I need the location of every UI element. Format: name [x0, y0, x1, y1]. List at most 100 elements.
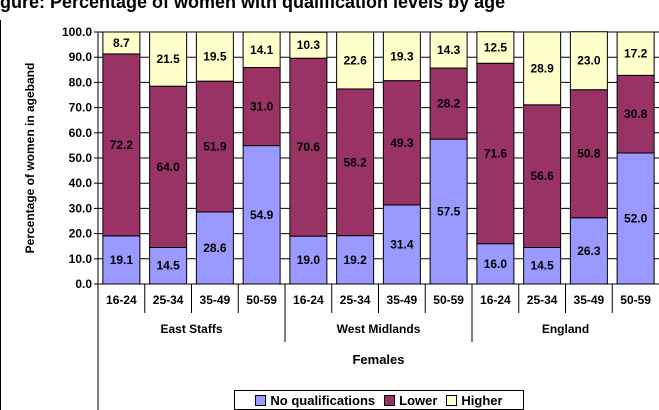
data-label-lower: 58.2: [343, 155, 367, 169]
y-tick-label: 40.0: [69, 176, 93, 190]
data-label-higher: 10.3: [297, 38, 321, 52]
y-tick-label: 10.0: [69, 252, 93, 266]
data-label-lower: 72.2: [110, 138, 134, 152]
bar-higher: [429, 31, 468, 69]
data-label-no-qualifications: 31.4: [390, 237, 414, 251]
bar-lower: [616, 74, 655, 154]
y-tick-label: 50.0: [69, 151, 93, 165]
y-tick-label: 100.0: [62, 25, 92, 39]
legend-swatch-higher: [446, 394, 458, 406]
data-label-higher: 14.3: [437, 43, 461, 57]
legend-swatch-no-qualifications: [255, 394, 267, 406]
data-label-no-qualifications: 16.0: [484, 257, 508, 271]
x-tick-label: 25-34: [340, 293, 371, 307]
y-tick-label: 30.0: [69, 201, 93, 215]
bar-higher: [523, 31, 562, 106]
y-tick-label: 20.0: [69, 227, 93, 241]
data-label-lower: 49.3: [390, 136, 414, 150]
bar-no-qualifications: [102, 235, 141, 285]
bar-lower: [289, 57, 328, 237]
bar-higher: [102, 31, 141, 55]
x-tick-label: 50-59: [620, 293, 651, 307]
bar-higher: [336, 31, 375, 90]
group-label: England: [542, 322, 589, 336]
data-label-no-qualifications: 14.5: [156, 259, 180, 273]
y-tick-label: 70.0: [69, 101, 93, 115]
data-label-higher: 8.7: [113, 36, 130, 50]
y-tick-label: 60.0: [69, 126, 93, 140]
x-tick-label: 50-59: [433, 293, 464, 307]
legend-label-lower: Lower: [399, 392, 438, 408]
bar-no-qualifications: [289, 235, 328, 285]
data-label-no-qualifications: 19.1: [110, 253, 134, 267]
data-label-lower: 50.8: [577, 147, 601, 161]
x-tick-label: 35-49: [200, 293, 231, 307]
bar-higher: [476, 31, 515, 64]
bar-no-qualifications: [195, 211, 234, 285]
data-label-lower: 51.9: [203, 140, 227, 154]
data-label-lower: 64.0: [156, 160, 180, 174]
bar-higher: [289, 31, 328, 59]
x-tick-label: 25-34: [527, 293, 558, 307]
bar-lower: [336, 88, 375, 237]
bar-lower: [242, 67, 281, 147]
bar-lower: [429, 67, 468, 140]
x-tick-label: 16-24: [293, 293, 324, 307]
data-label-higher: 14.1: [250, 43, 274, 57]
data-label-no-qualifications: 52.0: [624, 211, 648, 225]
group-label: East Staffs: [160, 322, 222, 336]
bar-no-qualifications: [149, 246, 188, 285]
bar-higher: [616, 31, 655, 76]
legend-item-no-qualifications: No qualifications: [255, 393, 375, 408]
legend: No qualifications Lower Higher: [234, 390, 524, 410]
data-label-lower: 28.2: [437, 97, 461, 111]
data-label-lower: 71.6: [484, 146, 508, 160]
legend-item-higher: Higher: [446, 392, 503, 408]
data-label-higher: 12.5: [484, 40, 508, 54]
bar-no-qualifications: [429, 138, 468, 285]
data-label-no-qualifications: 28.6: [203, 241, 227, 255]
data-label-lower: 70.6: [297, 140, 321, 154]
x-tick-label: 25-34: [153, 293, 184, 307]
group-label: West Midlands: [337, 322, 421, 336]
legend-label-higher: Higher: [461, 392, 503, 408]
y-tick-label: 0.0: [75, 277, 92, 291]
data-label-higher: 23.0: [577, 54, 601, 68]
data-label-no-qualifications: 19.0: [297, 253, 321, 267]
x-tick-label: 16-24: [106, 293, 137, 307]
x-tick-label: 16-24: [480, 293, 511, 307]
bar-no-qualifications: [616, 152, 655, 285]
data-label-higher: 19.5: [203, 50, 227, 64]
x-tick-label: 50-59: [246, 293, 277, 307]
data-label-no-qualifications: 19.2: [343, 253, 367, 267]
x-axis-title: Females: [352, 352, 404, 367]
x-tick-label: 35-49: [387, 293, 418, 307]
data-label-no-qualifications: 57.5: [437, 205, 461, 219]
bar-higher: [382, 31, 421, 82]
legend-label-no-qualifications: No qualifications: [270, 392, 376, 408]
bar-no-qualifications: [476, 243, 515, 285]
bar-no-qualifications: [242, 145, 281, 285]
data-label-higher: 19.3: [390, 49, 414, 63]
data-label-lower: 31.0: [250, 100, 274, 114]
x-tick-label: 35-49: [574, 293, 605, 307]
bar-lower: [149, 85, 188, 248]
y-axis-title: Percentage of women in ageband: [23, 63, 37, 254]
bar-higher: [569, 31, 608, 91]
bar-higher: [242, 31, 281, 69]
legend-item-lower: Lower: [384, 393, 437, 408]
data-label-higher: 22.6: [343, 53, 367, 67]
data-label-no-qualifications: 54.9: [250, 208, 274, 222]
y-tick-label: 80.0: [69, 75, 93, 89]
data-label-no-qualifications: 26.3: [577, 244, 601, 258]
y-tick-label: 90.0: [69, 50, 93, 64]
data-label-higher: 21.5: [156, 52, 180, 66]
bar-lower: [102, 53, 141, 237]
bar-lower: [476, 62, 515, 245]
data-label-lower: 56.6: [530, 169, 554, 183]
data-label-lower: 30.8: [624, 107, 648, 121]
chart-title: gure: Percentage of women with qualifica…: [0, 0, 505, 12]
data-label-no-qualifications: 14.5: [530, 259, 554, 273]
data-label-higher: 28.9: [530, 61, 554, 75]
